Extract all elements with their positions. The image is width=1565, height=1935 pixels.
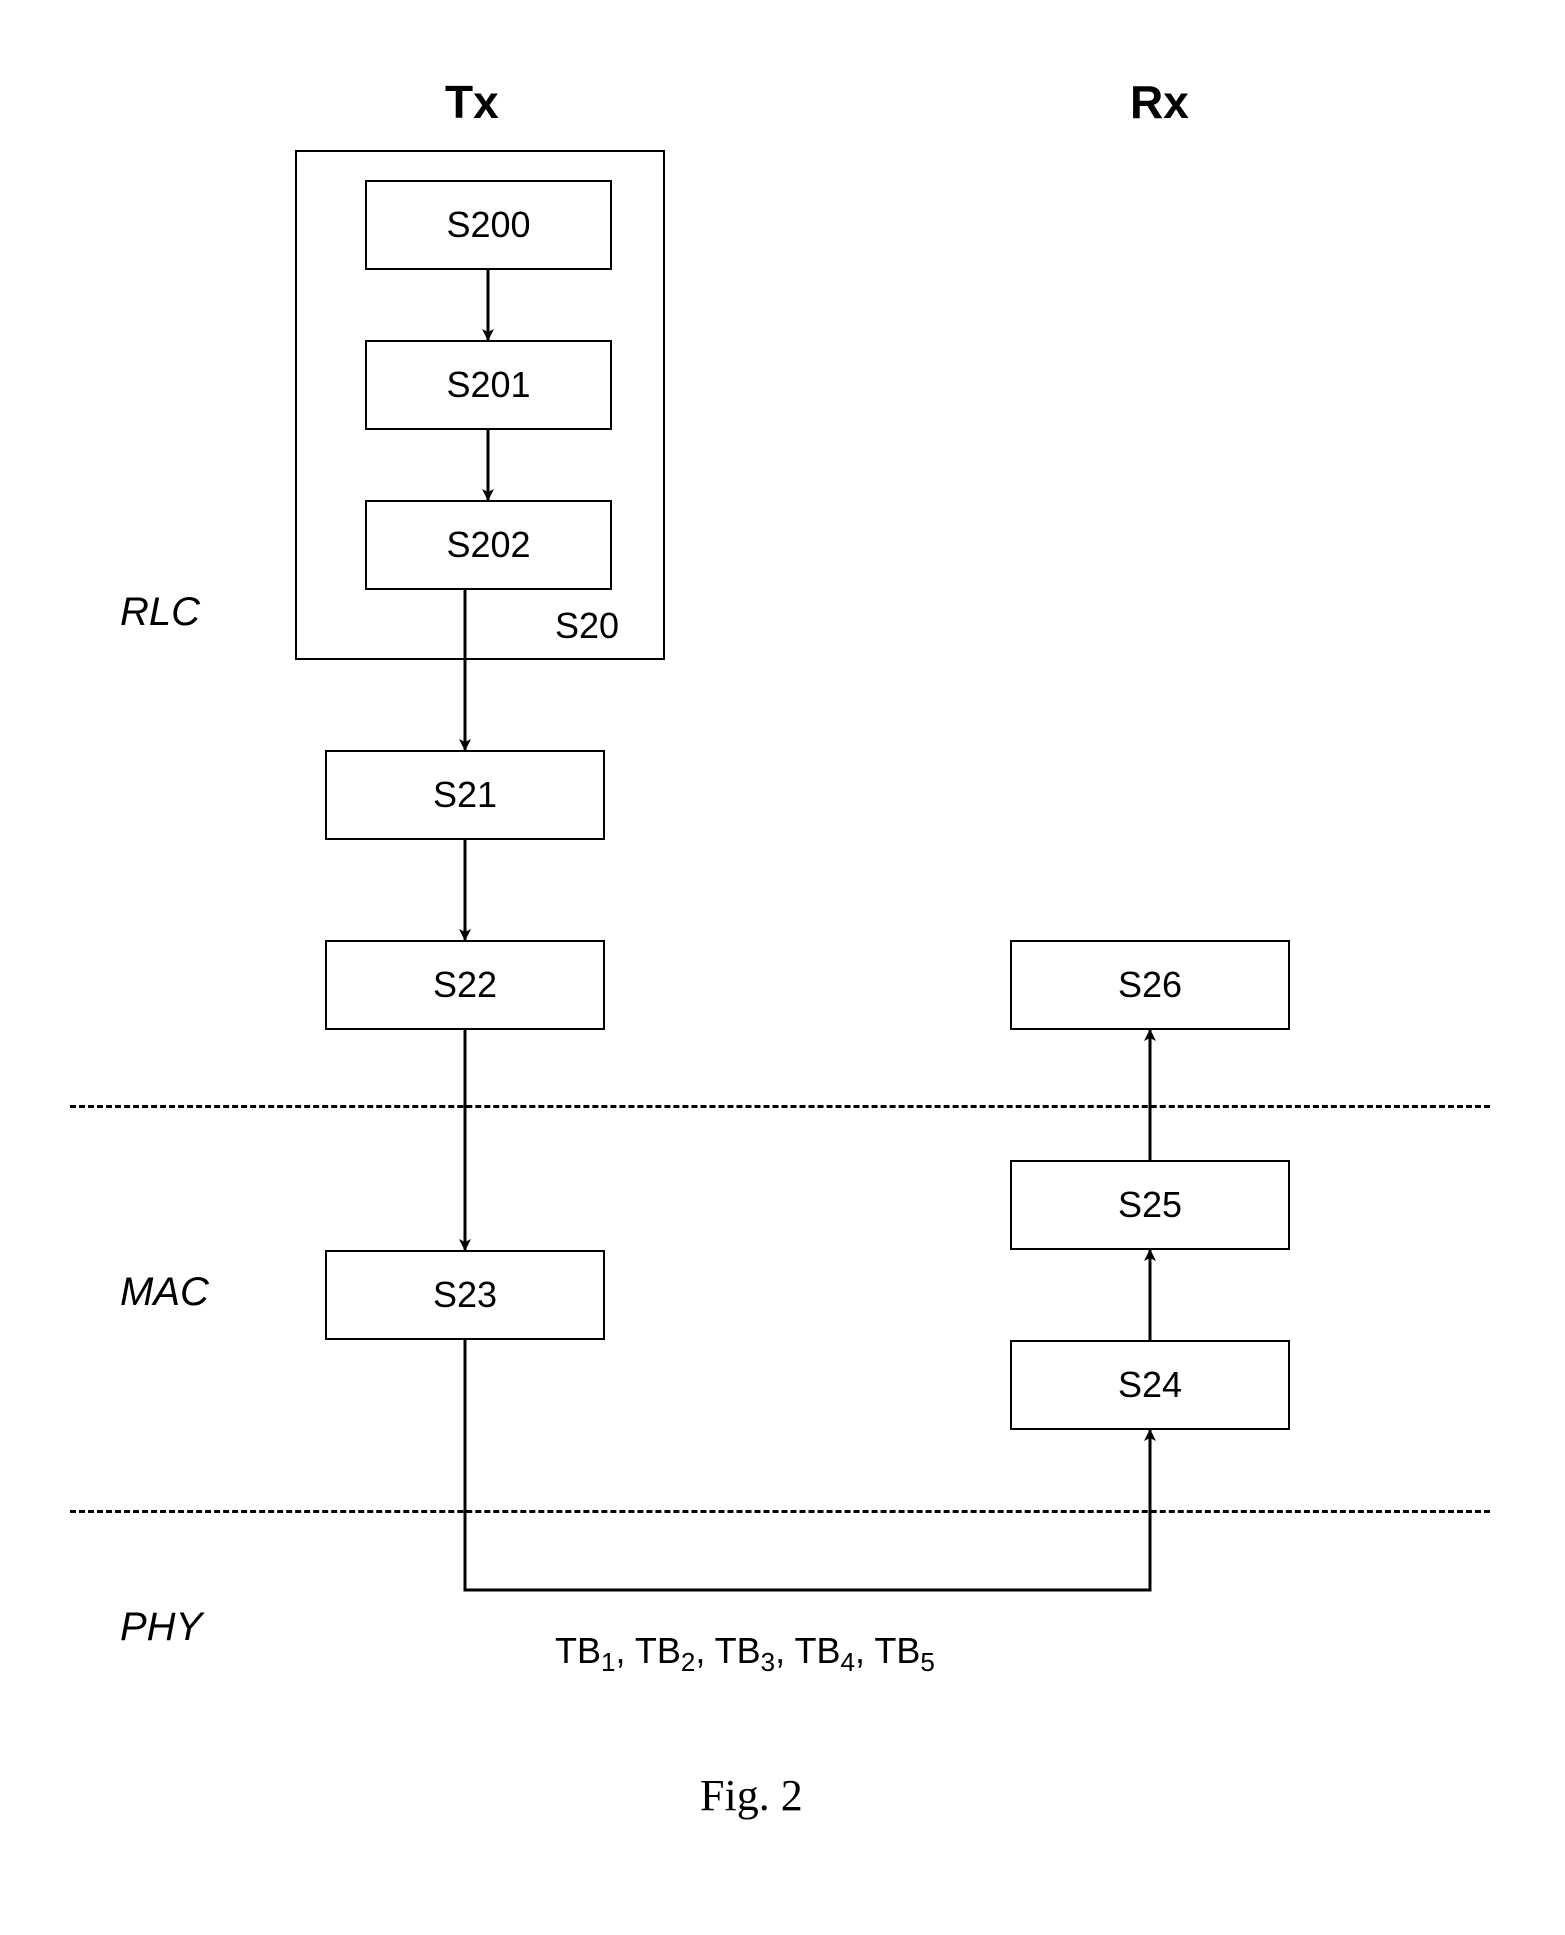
tb-part: , TB bbox=[855, 1630, 920, 1671]
tb-part: , TB bbox=[615, 1630, 680, 1671]
diagram-canvas: Tx Rx RLC MAC PHY S20 S200 S201 S202 S21… bbox=[0, 0, 1565, 1935]
tb-part: TB bbox=[555, 1630, 601, 1671]
figure-caption: Fig. 2 bbox=[700, 1770, 803, 1821]
tb-sub: 1 bbox=[601, 1647, 615, 1677]
tb-part: , TB bbox=[695, 1630, 760, 1671]
tb-sub: 4 bbox=[841, 1647, 855, 1677]
tb-sub: 3 bbox=[761, 1647, 775, 1677]
tb-label: TB1, TB2, TB3, TB4, TB5 bbox=[555, 1630, 935, 1678]
tb-part: , TB bbox=[775, 1630, 840, 1671]
a-s23-s24 bbox=[465, 1340, 1150, 1590]
tb-sub: 2 bbox=[681, 1647, 695, 1677]
tb-sub: 5 bbox=[920, 1647, 934, 1677]
